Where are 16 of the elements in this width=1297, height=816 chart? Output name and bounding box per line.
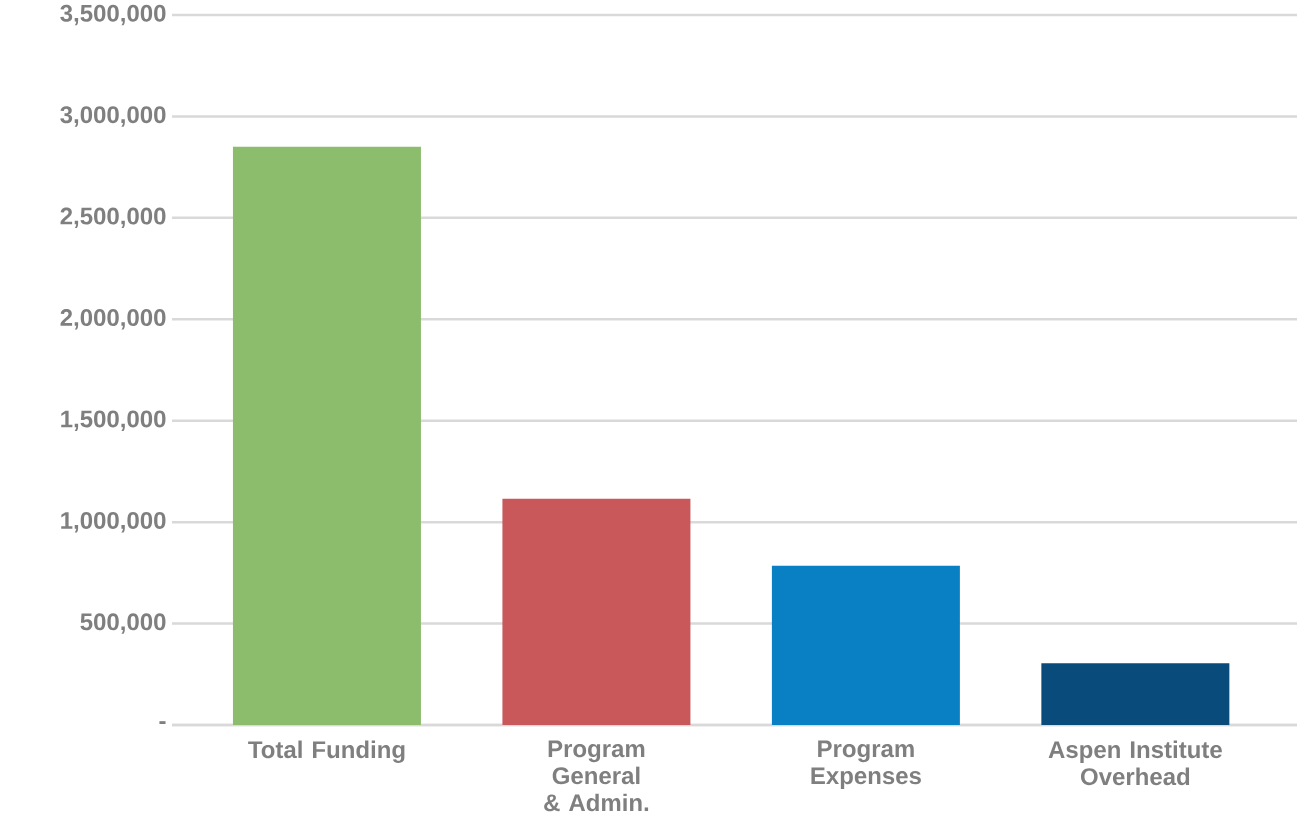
bar bbox=[502, 498, 691, 725]
y-tick-label: 3,500,000 bbox=[60, 4, 166, 26]
y-tick-label: 500,000 bbox=[80, 613, 166, 634]
y-tick-label: - bbox=[159, 721, 166, 725]
y-tick-label: 1,500,000 bbox=[61, 410, 166, 431]
x-tick-label: Total Funding bbox=[248, 740, 405, 763]
x-tick-label: Aspen Institute Overhead bbox=[1048, 740, 1222, 786]
bar bbox=[1041, 663, 1230, 725]
x-tick-label: Program General & Admin. bbox=[544, 740, 649, 812]
bar bbox=[232, 146, 421, 725]
x-tick-label: Program Expenses bbox=[811, 740, 921, 790]
y-tick-label: 2,000,000 bbox=[60, 309, 166, 330]
bar bbox=[771, 565, 960, 725]
y-tick-label: 1,000,000 bbox=[61, 511, 166, 533]
y-tick-label: 2,500,000 bbox=[60, 207, 166, 229]
y-tick-label: 3,000,000 bbox=[60, 106, 166, 127]
